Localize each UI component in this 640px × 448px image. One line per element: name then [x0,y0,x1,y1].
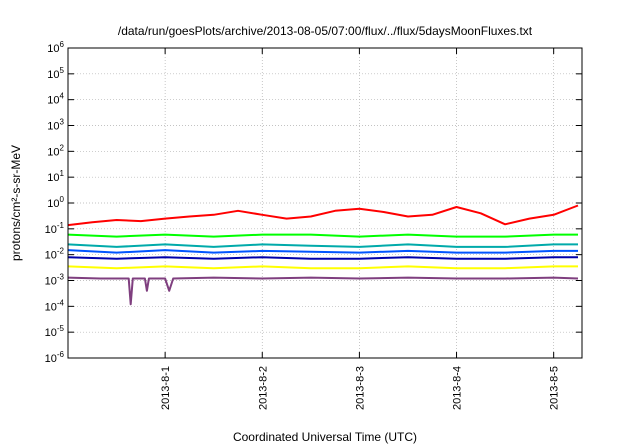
y-tick-label: 105 [47,66,64,81]
y-tick-label: 100 [47,195,64,210]
series-line-6 [67,265,578,270]
series-line-1 [67,204,579,227]
y-tick-label: 10-4 [45,298,65,313]
plot-frame [67,47,583,359]
x-axis-label: Coordinated Universal Time (UTC) [233,430,417,444]
axis-ticks [68,47,582,359]
x-tick-label: 2013-8-3 [354,366,366,410]
x-tick-label: 2013-8-1 [160,366,172,410]
series-line-4 [67,249,578,254]
y-tick-label: 102 [47,143,64,158]
x-tick-label: 2013-8-5 [549,366,561,410]
series-line-2 [67,233,578,238]
series-group [67,204,579,306]
series-line-3 [67,243,578,248]
y-axis-label: protons/cm²-s-sr-MeV [9,145,23,261]
series-line-5 [67,256,578,260]
y-tick-label: 106 [47,40,64,55]
series-line-7 [67,276,579,306]
y-tick-label: 10-6 [45,350,65,365]
x-tick-label: 2013-8-4 [452,366,464,410]
y-tick-label: 10-1 [45,221,65,236]
y-tick-label: 101 [47,169,64,184]
y-tick-labels: 106 105 104 103 102 101 100 10-1 10-2 10-3 10-4 10-… [45,40,65,365]
x-tick-label: 2013-8-2 [257,366,269,410]
y-tick-label: 10-2 [45,247,65,262]
y-tick-label: 10-3 [45,273,65,288]
y-tick-label: 10-5 [45,324,65,339]
y-tick-label: 103 [47,118,64,133]
grid [68,48,582,358]
x-tick-labels: 2013-8-1 2013-8-2 2013-8-3 2013-8-4 2013-8-5 [160,366,561,410]
chart-title: /data/run/goesPlots/archive/2013-08-05/0… [118,24,533,38]
y-tick-label: 104 [47,92,64,107]
